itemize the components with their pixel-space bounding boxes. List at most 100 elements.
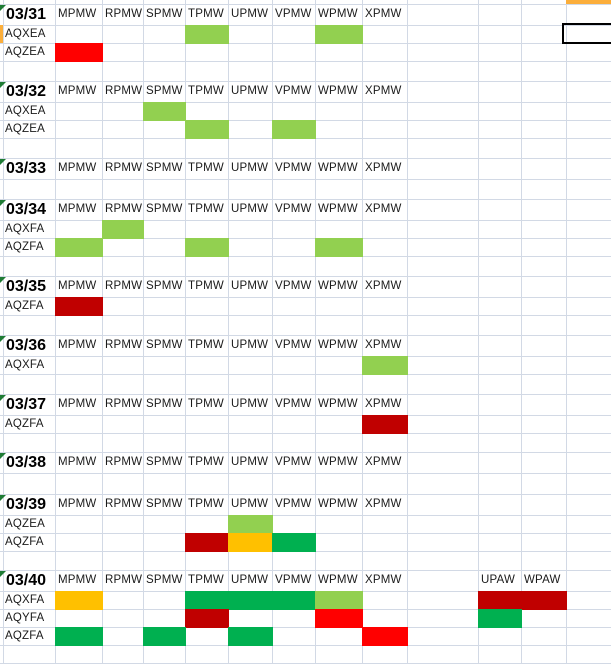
status-cell-xpmw[interactable]: [362, 356, 408, 375]
header-cell-vpmw[interactable]: VPMW: [275, 162, 312, 174]
group-date-label[interactable]: 03/31: [6, 6, 47, 23]
header-cell-rpmw[interactable]: RPMW: [105, 85, 143, 97]
header-cell-xpmw[interactable]: XPMW: [365, 498, 402, 510]
row-label-aqzfa[interactable]: AQZFA: [5, 241, 44, 253]
header-cell-tpmw[interactable]: TPMW: [188, 498, 224, 510]
header-cell-vpmw[interactable]: VPMW: [275, 574, 312, 586]
header-cell-vpmw[interactable]: VPMW: [275, 8, 312, 20]
active-cell-selection[interactable]: [562, 23, 611, 44]
header-cell-spmw[interactable]: SPMW: [146, 339, 183, 351]
status-cell-tpmw[interactable]: [185, 591, 229, 610]
status-cell-wpmw[interactable]: [315, 238, 363, 257]
group-date-label[interactable]: 03/35: [6, 278, 47, 295]
header-cell-wpmw[interactable]: WPMW: [318, 498, 358, 510]
header-cell-xpmw[interactable]: XPMW: [365, 162, 402, 174]
header-cell-mpmw[interactable]: MPMW: [58, 574, 97, 586]
header-cell-spmw[interactable]: SPMW: [146, 574, 183, 586]
status-cell-mpmw[interactable]: [55, 43, 103, 62]
header-cell-upmw[interactable]: UPMW: [231, 456, 269, 468]
header-cell-upmw[interactable]: UPMW: [231, 280, 269, 292]
row-label-aqyfa[interactable]: AQYFA: [5, 612, 45, 624]
status-cell-vpmw[interactable]: [272, 533, 316, 552]
group-date-label[interactable]: 03/38: [6, 454, 47, 471]
header-cell-wpmw[interactable]: WPMW: [318, 203, 358, 215]
status-cell-mpmw[interactable]: [55, 591, 103, 610]
header-cell-rpmw[interactable]: RPMW: [105, 203, 143, 215]
header-cell-tpmw[interactable]: TPMW: [188, 339, 224, 351]
status-cell-vpmw[interactable]: [272, 591, 316, 610]
row-label-aqzfa[interactable]: AQZFA: [5, 536, 44, 548]
header-cell-rpmw[interactable]: RPMW: [105, 574, 143, 586]
header-cell-tpmw[interactable]: TPMW: [188, 162, 224, 174]
header-cell-vpmw[interactable]: VPMW: [275, 456, 312, 468]
header-cell-spmw[interactable]: SPMW: [146, 398, 183, 410]
header-cell-vpmw[interactable]: VPMW: [275, 398, 312, 410]
status-cell-tpmw[interactable]: [185, 609, 229, 628]
header-cell-vpmw[interactable]: VPMW: [275, 280, 312, 292]
header-cell-rpmw[interactable]: RPMW: [105, 280, 143, 292]
header-cell-vpmw[interactable]: VPMW: [275, 498, 312, 510]
status-cell-vpmw[interactable]: [272, 120, 316, 139]
header-cell-xpmw[interactable]: XPMW: [365, 456, 402, 468]
status-cell-upaw[interactable]: [478, 591, 522, 610]
status-cell-tpmw[interactable]: [185, 533, 229, 552]
header-cell-rpmw[interactable]: RPMW: [105, 456, 143, 468]
header-cell-xpmw[interactable]: XPMW: [365, 574, 402, 586]
header-cell-wpmw[interactable]: WPMW: [318, 8, 358, 20]
header-cell-spmw[interactable]: SPMW: [146, 162, 183, 174]
header-cell-upmw[interactable]: UPMW: [231, 574, 269, 586]
header-cell-tpmw[interactable]: TPMW: [188, 398, 224, 410]
header-cell-vpmw[interactable]: VPMW: [275, 85, 312, 97]
status-cell-wpmw[interactable]: [315, 25, 363, 44]
status-cell-upmw[interactable]: [228, 627, 273, 646]
header-cell-xpmw[interactable]: XPMW: [365, 85, 402, 97]
row-label-aqxea[interactable]: AQXEA: [5, 105, 46, 117]
status-cell-xpmw[interactable]: [362, 415, 408, 434]
header-cell-xpmw[interactable]: XPMW: [365, 280, 402, 292]
header-cell-upmw[interactable]: UPMW: [231, 162, 269, 174]
header-cell-vpmw[interactable]: VPMW: [275, 203, 312, 215]
status-cell-spmw[interactable]: [143, 102, 186, 121]
row-label-aqzea[interactable]: AQZEA: [5, 46, 45, 58]
group-date-label[interactable]: 03/39: [6, 496, 47, 513]
status-cell-tpmw[interactable]: [185, 120, 229, 139]
status-cell-upmw[interactable]: [228, 515, 273, 534]
row-label-aqxfa[interactable]: AQXFA: [5, 594, 45, 606]
row-label-aqzfa[interactable]: AQZFA: [5, 300, 44, 312]
header-cell-rpmw[interactable]: RPMW: [105, 8, 143, 20]
header-cell-spmw[interactable]: SPMW: [146, 498, 183, 510]
row-label-aqxea[interactable]: AQXEA: [5, 28, 46, 40]
header-cell-wpaw[interactable]: WPAW: [524, 574, 561, 586]
header-cell-mpmw[interactable]: MPMW: [58, 339, 97, 351]
header-cell-upmw[interactable]: UPMW: [231, 339, 269, 351]
status-cell-tpmw[interactable]: [185, 25, 229, 44]
header-cell-mpmw[interactable]: MPMW: [58, 498, 97, 510]
header-cell-tpmw[interactable]: TPMW: [188, 456, 224, 468]
header-cell-wpmw[interactable]: WPMW: [318, 456, 358, 468]
header-cell-spmw[interactable]: SPMW: [146, 280, 183, 292]
header-cell-upmw[interactable]: UPMW: [231, 398, 269, 410]
row-label-aqxfa[interactable]: AQXFA: [5, 359, 45, 371]
header-cell-mpmw[interactable]: MPMW: [58, 398, 97, 410]
header-cell-rpmw[interactable]: RPMW: [105, 339, 143, 351]
header-cell-wpmw[interactable]: WPMW: [318, 85, 358, 97]
header-cell-mpmw[interactable]: MPMW: [58, 85, 97, 97]
group-date-label[interactable]: 03/36: [6, 337, 47, 354]
status-cell-upmw[interactable]: [228, 533, 273, 552]
header-cell-rpmw[interactable]: RPMW: [105, 498, 143, 510]
header-cell-wpmw[interactable]: WPMW: [318, 162, 358, 174]
status-cell-mpmw[interactable]: [55, 297, 103, 316]
status-cell-spmw[interactable]: [143, 627, 186, 646]
status-cell-rpmw[interactable]: [102, 220, 144, 239]
header-cell-tpmw[interactable]: TPMW: [188, 280, 224, 292]
left-edge-partial-cell[interactable]: [0, 25, 3, 43]
status-cell-wpmw[interactable]: [315, 591, 363, 610]
group-date-label[interactable]: 03/33: [6, 160, 47, 177]
status-cell-mpmw[interactable]: [55, 238, 103, 257]
header-cell-upmw[interactable]: UPMW: [231, 203, 269, 215]
header-cell-spmw[interactable]: SPMW: [146, 456, 183, 468]
header-cell-wpmw[interactable]: WPMW: [318, 339, 358, 351]
row-label-aqzfa[interactable]: AQZFA: [5, 630, 44, 642]
header-cell-rpmw[interactable]: RPMW: [105, 162, 143, 174]
header-cell-mpmw[interactable]: MPMW: [58, 280, 97, 292]
